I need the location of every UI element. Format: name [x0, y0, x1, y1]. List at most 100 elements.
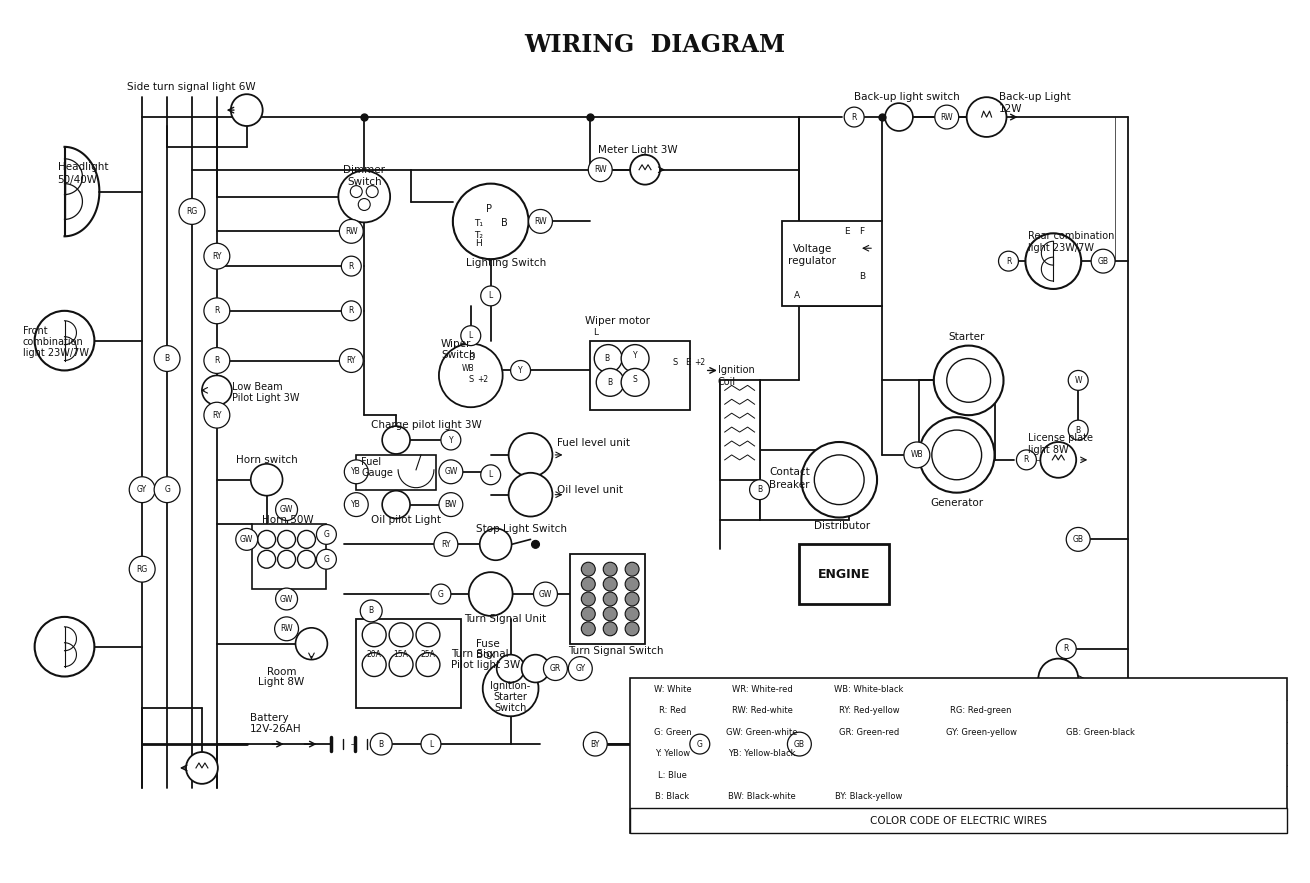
Text: GY: GY [575, 664, 586, 673]
Text: 25A: 25A [421, 650, 435, 659]
Circle shape [1056, 638, 1077, 659]
Text: R: R [214, 306, 220, 315]
Circle shape [844, 107, 865, 127]
Text: Starter: Starter [948, 332, 985, 342]
Circle shape [236, 528, 258, 550]
Circle shape [275, 617, 299, 641]
Circle shape [931, 430, 981, 479]
Text: WB: WB [461, 364, 474, 373]
Circle shape [179, 199, 204, 224]
Text: G: G [438, 590, 444, 599]
Text: RW: RW [534, 217, 546, 226]
Text: 20A: 20A [367, 650, 381, 659]
Text: E: E [685, 358, 690, 367]
Text: W: White: W: White [654, 684, 692, 694]
Circle shape [603, 622, 617, 636]
Text: Contact: Contact [769, 467, 810, 477]
Circle shape [544, 657, 567, 681]
Circle shape [431, 584, 451, 604]
Text: R: R [214, 356, 220, 365]
Circle shape [461, 326, 481, 345]
Circle shape [345, 493, 368, 517]
Circle shape [625, 607, 639, 621]
Text: GB: GB [794, 740, 804, 749]
Circle shape [1091, 249, 1115, 273]
Text: S: S [633, 375, 638, 384]
Circle shape [595, 344, 622, 373]
Text: WIRING  DIAGRAM: WIRING DIAGRAM [524, 33, 786, 57]
Circle shape [621, 368, 648, 396]
Circle shape [204, 298, 229, 324]
Text: G: G [697, 740, 702, 749]
Text: License plate: License plate [1028, 433, 1094, 443]
Text: GW: GW [280, 505, 293, 514]
Text: COLOR CODE OF ELECTRIC WIRES: COLOR CODE OF ELECTRIC WIRES [870, 816, 1047, 826]
Text: Wiper motor: Wiper motor [584, 316, 650, 326]
Text: GW: GW [240, 535, 253, 544]
Circle shape [317, 525, 337, 544]
Text: 50/40W: 50/40W [58, 175, 97, 185]
Circle shape [204, 403, 229, 428]
Circle shape [582, 562, 595, 576]
Circle shape [582, 607, 595, 621]
Text: Voltage: Voltage [793, 245, 832, 254]
Text: B: B [368, 607, 373, 615]
Text: L: L [428, 740, 434, 749]
Text: Y: Y [633, 351, 638, 360]
Text: Turn Signal Unit: Turn Signal Unit [464, 614, 546, 624]
Text: G: G [324, 555, 329, 563]
Text: Fuel: Fuel [362, 457, 381, 467]
Circle shape [258, 550, 275, 568]
Circle shape [625, 562, 639, 576]
Circle shape [1068, 371, 1089, 390]
Circle shape [345, 460, 368, 484]
Circle shape [421, 734, 441, 754]
Circle shape [967, 97, 1006, 137]
Text: RG: Red-green: RG: Red-green [950, 706, 1011, 715]
Text: light 23W/7W: light 23W/7W [22, 348, 89, 358]
Circle shape [603, 592, 617, 606]
Circle shape [625, 592, 639, 606]
Bar [630, 808, 1288, 833]
Circle shape [508, 433, 553, 477]
Circle shape [339, 349, 363, 373]
Circle shape [155, 477, 179, 502]
Text: Distributor: Distributor [815, 522, 870, 532]
Circle shape [278, 531, 296, 548]
Circle shape [258, 531, 275, 548]
Text: Switch: Switch [494, 704, 527, 713]
Text: RY: RY [212, 252, 221, 260]
Circle shape [1066, 527, 1090, 551]
Bar [719, 381, 760, 479]
Circle shape [342, 301, 362, 321]
Text: Starter: Starter [494, 692, 528, 702]
Text: B: B [608, 378, 613, 387]
Text: B: B [165, 354, 169, 363]
Circle shape [947, 358, 990, 403]
Bar [356, 455, 436, 490]
Circle shape [358, 199, 371, 210]
Circle shape [935, 105, 959, 129]
Text: BY: BY [591, 740, 600, 749]
Text: Y: Y [448, 435, 453, 444]
Text: GB: GB [1073, 535, 1083, 544]
Circle shape [469, 572, 512, 616]
Circle shape [130, 556, 155, 582]
Text: R: R [1064, 645, 1069, 653]
Text: L: L [592, 328, 597, 337]
Circle shape [479, 528, 512, 560]
Circle shape [202, 375, 232, 405]
Text: Turn Signal Switch: Turn Signal Switch [569, 645, 664, 656]
Text: 12W: 12W [998, 104, 1022, 114]
Circle shape [278, 550, 296, 568]
Text: RW: RW [345, 227, 358, 236]
Bar [356, 619, 461, 708]
Circle shape [1068, 420, 1089, 440]
Circle shape [1026, 233, 1081, 289]
Text: Back-up light switch: Back-up light switch [854, 92, 960, 102]
Text: Ignition-: Ignition- [490, 682, 531, 691]
Circle shape [363, 623, 386, 646]
Text: RW: RW [593, 165, 607, 174]
Text: B: B [859, 272, 865, 281]
Text: W: W [1074, 376, 1082, 385]
